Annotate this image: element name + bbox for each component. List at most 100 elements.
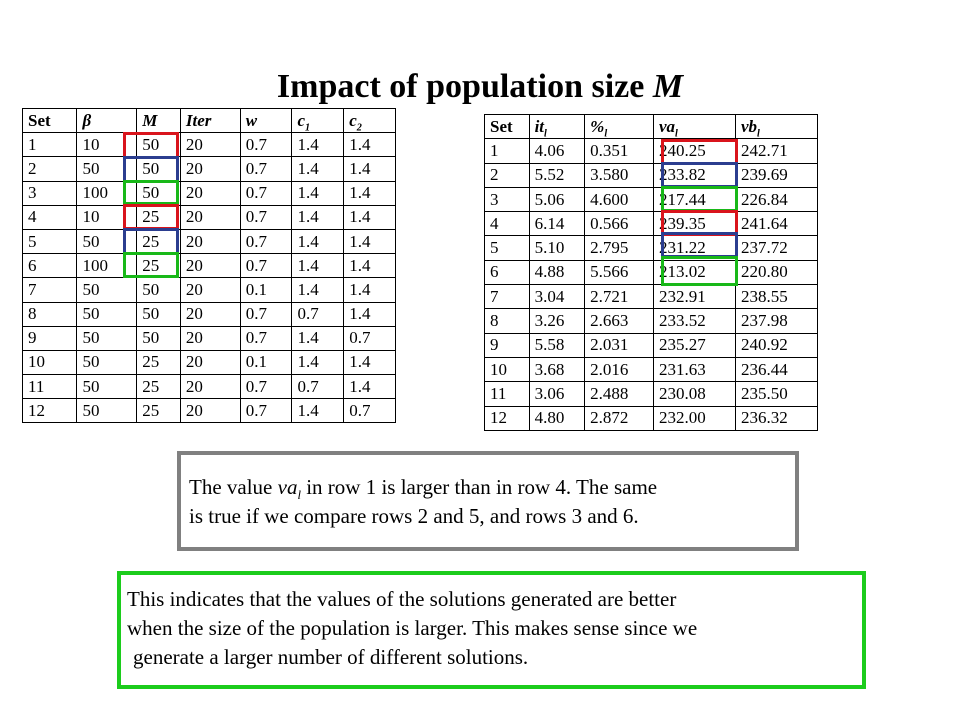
right-cell-vb: 239.69 [734, 162, 819, 188]
left-cell-c1: 1.4 [291, 204, 345, 230]
right-cell-percent: 0.566 [584, 211, 654, 237]
observation-note: The value val in row 1 is larger than in… [177, 451, 799, 551]
left-cell-c1: 1.4 [291, 228, 345, 255]
table-row: 2 5.52 3.580 233.82 239.69 [484, 162, 819, 188]
right-cell-va: 240.25 [652, 138, 736, 164]
header-iter: Iter [179, 107, 241, 134]
title-symbol: M [652, 68, 684, 105]
table-row: 10 3.68 2.016 231.63 236.44 [484, 356, 819, 383]
left-cell-iter: 20 [179, 132, 241, 158]
table-row: 12 50 25 20 0.7 1.4 0.7 [21, 398, 396, 424]
left-cell-m: 25 [136, 228, 181, 255]
left-cell-set: 9 [21, 325, 78, 351]
conclusion-note: This indicates that the values of the so… [117, 571, 866, 689]
right-cell-vb: 241.64 [734, 211, 819, 237]
right-cell-set: 5 [484, 235, 530, 261]
left-cell-beta: 50 [76, 374, 138, 400]
left-cell-set: 1 [21, 132, 78, 158]
observation-var-sub: l [297, 488, 301, 503]
right-cell-set: 2 [484, 162, 530, 188]
table-row: 12 4.80 2.872 232.00 236.32 [484, 405, 819, 431]
left-cell-m: 50 [136, 180, 181, 206]
right-cell-percent: 0.351 [584, 138, 654, 164]
header-c1-sub: 1 [305, 121, 311, 133]
right-cell-vb: 237.72 [734, 235, 819, 261]
left-cell-set: 2 [21, 156, 78, 182]
left-cell-beta: 50 [76, 277, 138, 303]
left-cell-c1: 1.4 [291, 132, 345, 158]
left-cell-beta: 10 [76, 132, 138, 158]
right-cell-va: 232.00 [652, 405, 736, 431]
left-cell-c1: 1.4 [291, 277, 345, 303]
header-c1: c1 [291, 107, 345, 134]
table-row: 4 6.14 0.566 239.35 241.64 [484, 211, 819, 237]
left-cell-iter: 20 [179, 180, 241, 206]
right-cell-va: 213.02 [652, 259, 736, 286]
left-cell-beta: 50 [76, 228, 138, 255]
left-cell-beta: 100 [76, 180, 138, 206]
left-cell-set: 4 [21, 204, 78, 230]
right-cell-percent: 2.795 [584, 235, 654, 261]
table-row: 9 50 50 20 0.7 1.4 0.7 [21, 325, 396, 351]
left-cell-w: 0.7 [239, 156, 293, 182]
header-c2-base: c [349, 110, 357, 130]
left-cell-iter: 20 [179, 277, 241, 303]
right-cell-it: 4.88 [528, 259, 586, 286]
left-cell-c2: 1.4 [343, 204, 396, 230]
right-cell-va: 233.82 [652, 162, 736, 188]
left-cell-beta: 50 [76, 325, 138, 351]
table-row: 11 50 25 20 0.7 0.7 1.4 [21, 374, 396, 400]
left-cell-w: 0.7 [239, 325, 293, 351]
header-percent-sub: l [604, 128, 608, 140]
table-row: 4 10 25 20 0.7 1.4 1.4 [21, 204, 396, 230]
left-cell-m: 25 [136, 349, 181, 376]
right-cell-it: 5.06 [528, 186, 586, 213]
table-row: 8 50 50 20 0.7 0.7 1.4 [21, 301, 396, 327]
header-it: itl [528, 113, 586, 140]
right-cell-it: 3.68 [528, 356, 586, 383]
right-cell-va: 232.91 [652, 284, 736, 310]
right-cell-va: 233.52 [652, 308, 736, 334]
right-cell-it: 5.10 [528, 235, 586, 261]
right-cell-va: 235.27 [652, 332, 736, 358]
left-cell-set: 6 [21, 253, 78, 279]
left-cell-w: 0.1 [239, 277, 293, 303]
right-cell-vb: 236.44 [734, 356, 819, 383]
left-cell-w: 0.7 [239, 253, 293, 279]
table-row: 8 3.26 2.663 233.52 237.98 [484, 308, 819, 334]
right-cell-percent: 2.872 [584, 405, 654, 431]
table-row: 9 5.58 2.031 235.27 240.92 [484, 332, 819, 358]
right-cell-percent: 5.566 [584, 259, 654, 286]
right-cell-it: 3.04 [528, 284, 586, 310]
parameter-table-header: Set β M Iter w c1 c2 [21, 107, 396, 134]
left-cell-m: 50 [136, 156, 181, 182]
header-c2: c2 [343, 107, 396, 134]
left-cell-c1: 0.7 [291, 301, 345, 327]
left-cell-set: 7 [21, 277, 78, 303]
observation-var: val [278, 475, 301, 503]
header-va-sub: l [675, 128, 678, 140]
right-cell-va: 230.08 [652, 381, 736, 407]
table-row: 10 50 25 20 0.1 1.4 1.4 [21, 349, 396, 376]
right-cell-set: 10 [484, 356, 530, 383]
table-row: 11 3.06 2.488 230.08 235.50 [484, 381, 819, 407]
table-row: 5 5.10 2.795 231.22 237.72 [484, 235, 819, 261]
right-cell-va: 217.44 [652, 186, 736, 213]
header-set: Set [484, 113, 530, 140]
right-cell-set: 1 [484, 138, 530, 164]
right-cell-it: 4.80 [528, 405, 586, 431]
left-cell-w: 0.7 [239, 132, 293, 158]
title-text: Impact of population size [276, 68, 645, 105]
header-va: val [652, 113, 736, 140]
right-cell-vb: 237.98 [734, 308, 819, 334]
left-cell-c1: 1.4 [291, 180, 345, 206]
left-cell-m: 50 [136, 132, 181, 158]
left-cell-m: 50 [136, 277, 181, 303]
left-cell-c2: 1.4 [343, 132, 396, 158]
right-cell-percent: 2.721 [584, 284, 654, 310]
table-row: 1 10 50 20 0.7 1.4 1.4 [21, 132, 396, 158]
right-cell-vb: 240.92 [734, 332, 819, 358]
left-cell-set: 11 [21, 374, 78, 400]
left-cell-c2: 0.7 [343, 325, 396, 351]
right-cell-vb: 226.84 [734, 186, 819, 213]
